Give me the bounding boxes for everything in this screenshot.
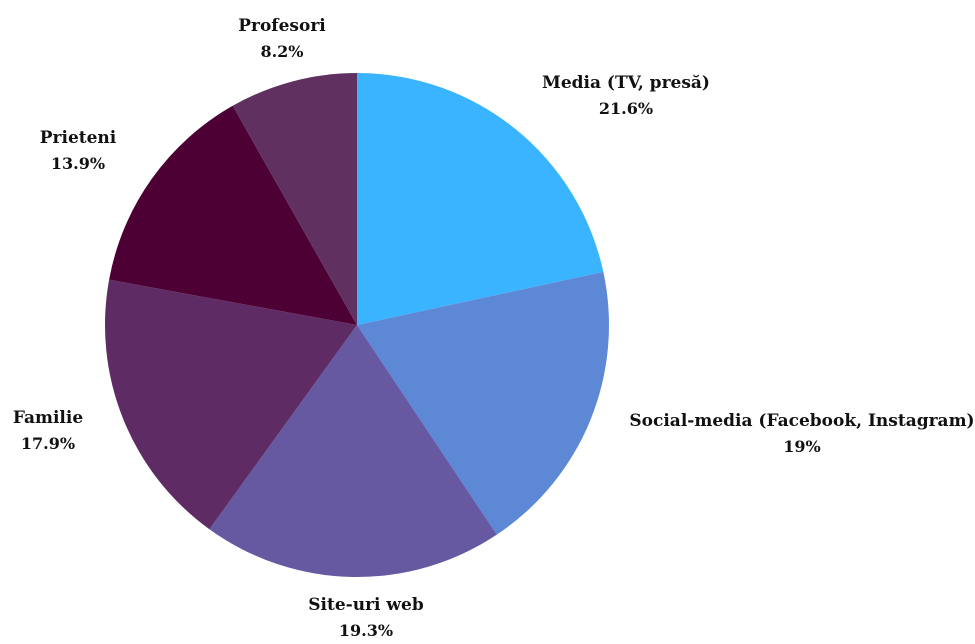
slice-label-5: Prieteni [40, 128, 117, 148]
pie-slice-3 [209, 325, 497, 578]
slice-value-label-3: 19.3% [339, 621, 393, 639]
pie-slice-1 [357, 73, 604, 325]
slice-label-2: Social-media (Facebook, Instagram) [629, 411, 974, 431]
pie-slice-5 [109, 105, 357, 325]
slice-value-label-4: 17.9% [21, 434, 75, 453]
slice-value-label-1: 21.6% [599, 99, 653, 118]
pie-slices [105, 73, 609, 578]
slice-value-label-6: 8.2% [260, 42, 303, 61]
slice-value-label-5: 13.9% [51, 154, 105, 173]
pie-slice-4 [105, 279, 358, 530]
slice-label-3: Site-uri web [308, 595, 424, 615]
pie-labels: Media (TV, presă) 21.6% Social-media (Face… [13, 16, 975, 640]
slice-label-4: Familie [13, 408, 84, 428]
slice-label-6: Profesori [238, 16, 326, 36]
pie-slice-6 [232, 73, 357, 325]
slice-value-label-2: 19% [783, 437, 820, 456]
slice-label-1: Media (TV, presă) [542, 73, 710, 93]
pie-slice-2 [357, 271, 609, 535]
